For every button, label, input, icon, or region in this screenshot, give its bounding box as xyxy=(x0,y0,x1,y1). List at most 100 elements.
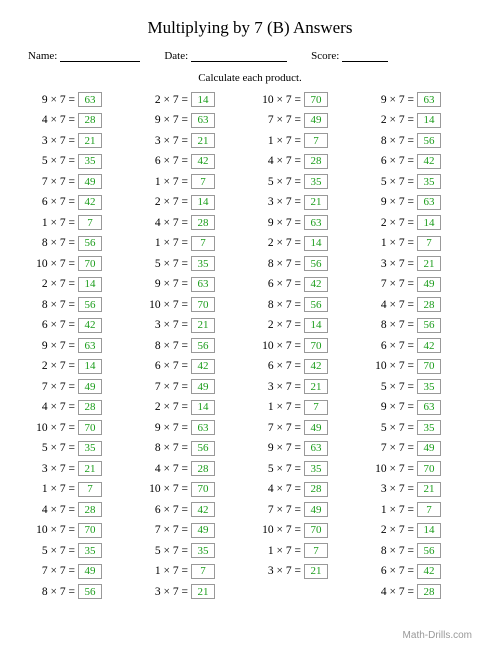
equation-text: 10 × 7 = xyxy=(141,299,191,311)
equation-text: 2 × 7 = xyxy=(367,114,417,126)
problem-cell: 6 × 7 =42 xyxy=(28,318,133,333)
answer-box: 14 xyxy=(417,113,441,128)
answer-box: 63 xyxy=(304,215,328,230)
answer-box: 49 xyxy=(304,113,328,128)
answer-box: 70 xyxy=(417,359,441,374)
equation-text: 9 × 7 = xyxy=(141,278,191,290)
answer-box: 21 xyxy=(191,133,215,148)
problem-cell: 8 × 7 =56 xyxy=(28,297,133,312)
problem-cell: 5 × 7 =35 xyxy=(141,543,246,558)
problem-cell: 5 × 7 =35 xyxy=(28,154,133,169)
answer-box: 28 xyxy=(304,154,328,169)
problem-cell: 9 × 7 =63 xyxy=(141,113,246,128)
problem-cell: 5 × 7 =35 xyxy=(141,256,246,271)
instruction-text: Calculate each product. xyxy=(28,72,472,84)
answer-box: 70 xyxy=(78,256,102,271)
score-field: Score: xyxy=(311,50,388,62)
answer-box: 7 xyxy=(78,215,102,230)
score-line[interactable] xyxy=(342,51,388,62)
answer-box: 14 xyxy=(191,400,215,415)
equation-text: 10 × 7 = xyxy=(141,483,191,495)
problem-cell: 4 × 7 =28 xyxy=(367,584,472,599)
equation-text: 3 × 7 = xyxy=(254,381,304,393)
equation-text: 3 × 7 = xyxy=(367,258,417,270)
equation-text: 4 × 7 = xyxy=(254,155,304,167)
problem-cell: 1 × 7 =7 xyxy=(141,174,246,189)
answer-box: 63 xyxy=(417,195,441,210)
answer-box: 70 xyxy=(191,297,215,312)
answer-box: 42 xyxy=(304,359,328,374)
equation-text: 5 × 7 = xyxy=(141,545,191,557)
problem-cell: 1 × 7 =7 xyxy=(141,236,246,251)
equation-text: 2 × 7 = xyxy=(254,237,304,249)
answer-box: 21 xyxy=(304,379,328,394)
problem-cell: 2 × 7 =14 xyxy=(28,359,133,374)
equation-text: 5 × 7 = xyxy=(254,176,304,188)
problem-cell: 8 × 7 =56 xyxy=(141,441,246,456)
problem-cell: 5 × 7 =35 xyxy=(254,174,359,189)
equation-text: 6 × 7 = xyxy=(254,360,304,372)
problem-cell: 7 × 7 =49 xyxy=(254,502,359,517)
problem-cell xyxy=(254,584,359,599)
equation-text: 3 × 7 = xyxy=(367,483,417,495)
problem-cell: 3 × 7 =21 xyxy=(141,584,246,599)
answer-box: 14 xyxy=(304,236,328,251)
problem-cell: 3 × 7 =21 xyxy=(28,461,133,476)
answer-box: 28 xyxy=(191,215,215,230)
equation-text: 1 × 7 = xyxy=(28,483,78,495)
problem-cell: 4 × 7 =28 xyxy=(367,297,472,312)
problem-cell: 7 × 7 =49 xyxy=(367,277,472,292)
answer-box: 7 xyxy=(417,502,441,517)
date-line[interactable] xyxy=(191,51,287,62)
problem-cell: 1 × 7 =7 xyxy=(28,482,133,497)
problem-cell: 10 × 7 =70 xyxy=(367,461,472,476)
problem-cell: 8 × 7 =56 xyxy=(254,297,359,312)
answer-box: 56 xyxy=(304,256,328,271)
answer-box: 21 xyxy=(304,195,328,210)
answer-box: 63 xyxy=(191,420,215,435)
problem-cell: 2 × 7 =14 xyxy=(141,195,246,210)
problem-cell: 6 × 7 =42 xyxy=(367,154,472,169)
answer-box: 49 xyxy=(78,379,102,394)
problem-cell: 9 × 7 =63 xyxy=(28,92,133,107)
equation-text: 3 × 7 = xyxy=(254,196,304,208)
equation-text: 6 × 7 = xyxy=(367,565,417,577)
answer-box: 35 xyxy=(78,543,102,558)
answer-box: 63 xyxy=(417,400,441,415)
answer-box: 49 xyxy=(191,379,215,394)
answer-box: 7 xyxy=(417,236,441,251)
problem-cell: 3 × 7 =21 xyxy=(141,133,246,148)
problem-cell: 5 × 7 =35 xyxy=(28,441,133,456)
problem-cell: 5 × 7 =35 xyxy=(367,420,472,435)
equation-text: 8 × 7 = xyxy=(254,258,304,270)
problem-cell: 1 × 7 =7 xyxy=(367,236,472,251)
equation-text: 9 × 7 = xyxy=(254,217,304,229)
answer-box: 35 xyxy=(417,379,441,394)
answer-box: 70 xyxy=(78,523,102,538)
problem-cell: 9 × 7 =63 xyxy=(141,277,246,292)
equation-text: 8 × 7 = xyxy=(367,135,417,147)
problem-cell: 3 × 7 =21 xyxy=(254,379,359,394)
problem-cell: 9 × 7 =63 xyxy=(141,420,246,435)
answer-box: 35 xyxy=(78,154,102,169)
equation-text: 8 × 7 = xyxy=(367,319,417,331)
answer-box: 70 xyxy=(191,482,215,497)
problem-cell: 7 × 7 =49 xyxy=(367,441,472,456)
answer-box: 28 xyxy=(78,113,102,128)
answer-box: 28 xyxy=(417,297,441,312)
equation-text: 10 × 7 = xyxy=(28,422,78,434)
equation-text: 3 × 7 = xyxy=(28,135,78,147)
name-line[interactable] xyxy=(60,51,140,62)
answer-box: 70 xyxy=(417,461,441,476)
date-field: Date: xyxy=(164,50,287,62)
problem-cell: 6 × 7 =42 xyxy=(367,338,472,353)
answer-box: 49 xyxy=(78,174,102,189)
equation-text: 6 × 7 = xyxy=(28,196,78,208)
problem-cell: 6 × 7 =42 xyxy=(141,359,246,374)
problem-cell: 7 × 7 =49 xyxy=(254,420,359,435)
problem-cell: 2 × 7 =14 xyxy=(28,277,133,292)
problem-cell: 10 × 7 =70 xyxy=(254,523,359,538)
equation-text: 5 × 7 = xyxy=(254,463,304,475)
answer-box: 49 xyxy=(304,502,328,517)
answer-box: 63 xyxy=(191,277,215,292)
